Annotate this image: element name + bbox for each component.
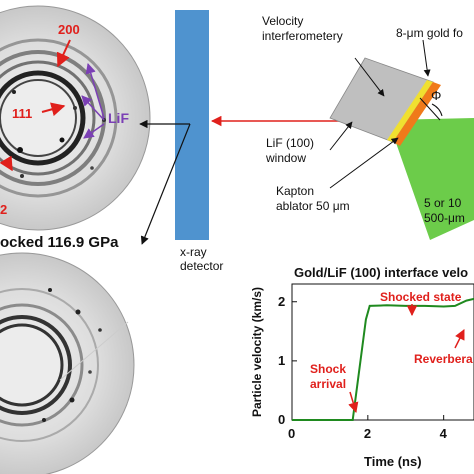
kapton-label: Kapton ablator 50 μm	[276, 184, 350, 214]
velocity-label: Velocity interferometery	[262, 14, 343, 44]
detector-label-line2: detector	[180, 259, 224, 273]
chart-title: Gold/LiF (100) interface velo	[294, 265, 469, 280]
detector-label-line1: x-ray	[180, 245, 207, 259]
beam-line1: 5 or 10	[424, 196, 462, 210]
beam-label: 5 or 10 500-μm	[424, 196, 465, 226]
y-tick-label: 0	[278, 412, 286, 427]
label-200: 200	[58, 22, 80, 37]
top-diffraction-pattern	[0, 5, 151, 231]
xray-detector-bar	[175, 10, 209, 240]
velocity-label-line1: Velocity	[262, 14, 304, 28]
x-tick-label: 0	[288, 426, 296, 441]
lif-window-label: LiF (100) window	[266, 136, 314, 166]
arrow-200	[56, 39, 71, 68]
annotation-shocked-state: Shocked state	[380, 290, 462, 304]
phi-angle-arc	[431, 103, 443, 117]
drive-beam-cone	[388, 118, 474, 240]
lif-window-line1: LiF (100)	[266, 136, 315, 150]
gold-layer	[387, 80, 433, 142]
label-edge: 2	[0, 202, 8, 217]
lif-leader	[329, 121, 353, 151]
chart-series-line	[292, 297, 474, 421]
kapton-leader	[329, 137, 399, 189]
arrow-lif-1	[85, 62, 105, 119]
chart-ylabel: Particle velocity (km/s)	[250, 286, 265, 418]
kapton-layer	[393, 82, 441, 146]
beam-line2: 500-μm	[424, 211, 465, 225]
annotation-arrival: arrival	[310, 377, 347, 391]
shock-caption: ocked 116.9 GPa	[0, 234, 119, 251]
detector-label: x-ray detector	[180, 245, 223, 273]
reverberation-arrow	[454, 329, 465, 349]
kapton-line1: Kapton	[276, 184, 315, 198]
annotation-shock-arrival: Shock arrival	[310, 362, 346, 392]
velocity-label-line2: interferometery	[262, 29, 343, 43]
gold-label: 8-μm gold fo	[396, 26, 463, 40]
velocity-chart	[291, 283, 474, 421]
arrow-lif-2	[81, 95, 105, 121]
annotation-shock: Shock	[310, 362, 347, 376]
label-111: 111	[12, 106, 33, 121]
arrow-to-bottom-pattern	[140, 123, 191, 245]
y-tick-label: 1	[278, 352, 286, 368]
target-assembly	[329, 57, 474, 240]
x-tick-label: 4	[439, 426, 447, 441]
gold-leader	[422, 39, 431, 77]
annotation-reverberation: Reverbera	[414, 352, 473, 366]
velocity-leader	[354, 57, 385, 97]
x-tick-label: 2	[363, 426, 372, 441]
arrow-lif-3	[83, 123, 105, 139]
phi-label: Φ	[431, 88, 442, 103]
lif-window-line2: window	[266, 151, 307, 165]
bottom-diffraction-pattern	[0, 252, 135, 474]
phi-angle-line	[419, 97, 441, 121]
arrow-111	[41, 102, 66, 117]
arrow-edge	[0, 155, 13, 172]
shock-arrival-arrow	[348, 391, 359, 414]
label-lif: LiF	[108, 110, 129, 126]
y-tick-label: 2	[278, 293, 286, 309]
chart-xlabel: Time (ns)	[364, 454, 422, 469]
kapton-line2: ablator 50 μm	[276, 199, 350, 213]
